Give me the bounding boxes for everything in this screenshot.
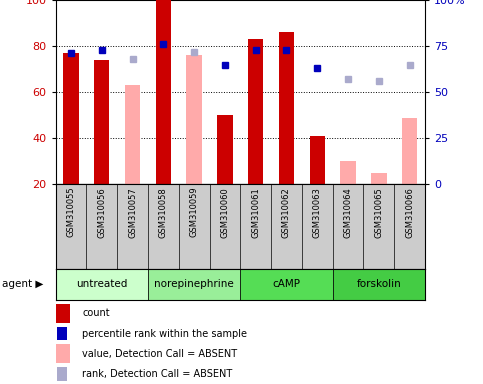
Text: count: count <box>82 308 110 318</box>
Bar <box>156 0 171 184</box>
Bar <box>125 85 140 184</box>
Text: GSM310060: GSM310060 <box>220 187 229 238</box>
Text: agent ▶: agent ▶ <box>2 279 44 289</box>
Text: rank, Detection Call = ABSENT: rank, Detection Call = ABSENT <box>82 369 232 379</box>
Bar <box>341 161 356 184</box>
Text: percentile rank within the sample: percentile rank within the sample <box>82 329 247 339</box>
Bar <box>240 269 333 300</box>
Bar <box>279 32 294 184</box>
Text: forskolin: forskolin <box>356 279 401 289</box>
Text: GSM310064: GSM310064 <box>343 187 353 238</box>
Bar <box>248 39 263 184</box>
Text: GSM310065: GSM310065 <box>374 187 384 238</box>
Text: GSM310055: GSM310055 <box>67 187 75 237</box>
Bar <box>217 115 233 184</box>
Bar <box>333 269 425 300</box>
Bar <box>56 269 148 300</box>
Text: norepinephrine: norepinephrine <box>154 279 234 289</box>
Text: GSM310063: GSM310063 <box>313 187 322 238</box>
Bar <box>371 173 386 184</box>
Text: untreated: untreated <box>76 279 128 289</box>
Text: GSM310066: GSM310066 <box>405 187 414 238</box>
Text: GSM310058: GSM310058 <box>159 187 168 238</box>
Text: GSM310061: GSM310061 <box>251 187 260 238</box>
Bar <box>402 118 417 184</box>
Bar <box>186 55 202 184</box>
Text: GSM310057: GSM310057 <box>128 187 137 238</box>
Bar <box>63 53 79 184</box>
Text: GSM310059: GSM310059 <box>190 187 199 237</box>
Bar <box>310 136 325 184</box>
Text: GSM310056: GSM310056 <box>97 187 106 238</box>
Text: GSM310062: GSM310062 <box>282 187 291 238</box>
Text: cAMP: cAMP <box>272 279 300 289</box>
Bar <box>94 60 110 184</box>
Bar <box>148 269 241 300</box>
Text: value, Detection Call = ABSENT: value, Detection Call = ABSENT <box>82 349 237 359</box>
